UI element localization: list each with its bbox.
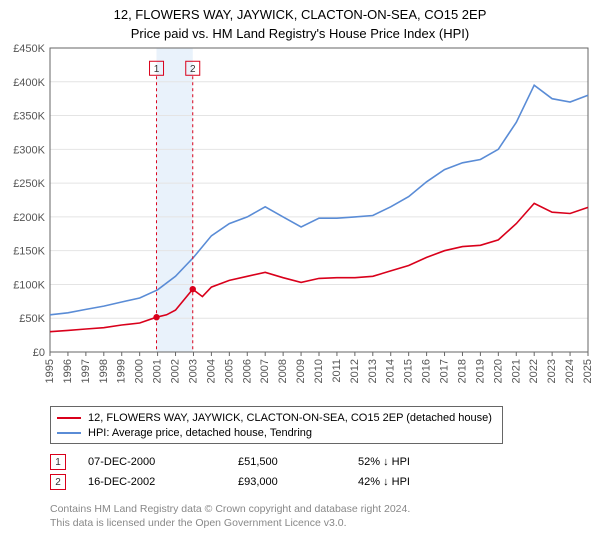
svg-text:2001: 2001 <box>152 359 164 383</box>
note-pct: 52% ↓ HPI <box>358 456 410 468</box>
svg-text:2019: 2019 <box>474 359 486 383</box>
svg-text:2009: 2009 <box>295 359 307 383</box>
svg-text:2006: 2006 <box>241 359 253 383</box>
svg-text:£300K: £300K <box>13 144 45 156</box>
svg-text:2015: 2015 <box>403 359 415 383</box>
svg-text:2021: 2021 <box>510 359 522 383</box>
svg-text:1995: 1995 <box>44 359 56 383</box>
legend-swatch <box>57 432 81 434</box>
svg-text:2014: 2014 <box>385 359 397 383</box>
svg-text:2010: 2010 <box>313 359 325 383</box>
svg-text:£100K: £100K <box>13 279 45 291</box>
svg-text:2011: 2011 <box>331 359 343 383</box>
svg-text:£400K: £400K <box>13 77 45 89</box>
svg-text:2022: 2022 <box>528 359 540 383</box>
note-pct: 42% ↓ HPI <box>358 476 410 488</box>
svg-text:1999: 1999 <box>116 359 128 383</box>
svg-text:2000: 2000 <box>134 359 146 383</box>
svg-text:2013: 2013 <box>367 359 379 383</box>
note-price: £51,500 <box>238 456 358 468</box>
svg-text:2017: 2017 <box>439 359 451 383</box>
chart-legend: 12, FLOWERS WAY, JAYWICK, CLACTON-ON-SEA… <box>50 406 503 444</box>
svg-text:2020: 2020 <box>492 359 504 383</box>
svg-text:£50K: £50K <box>19 313 45 325</box>
svg-text:2007: 2007 <box>259 359 271 383</box>
svg-text:£150K: £150K <box>13 246 45 258</box>
title-line-1: 12, FLOWERS WAY, JAYWICK, CLACTON-ON-SEA… <box>0 0 600 22</box>
copyright-line-1: Contains HM Land Registry data © Crown c… <box>50 502 410 516</box>
svg-text:£250K: £250K <box>13 178 45 190</box>
svg-text:£200K: £200K <box>13 212 45 224</box>
note-date: 16-DEC-2002 <box>88 476 238 488</box>
svg-text:£350K: £350K <box>13 111 45 123</box>
legend-row: 12, FLOWERS WAY, JAYWICK, CLACTON-ON-SEA… <box>57 410 492 425</box>
svg-text:2008: 2008 <box>277 359 289 383</box>
svg-text:2012: 2012 <box>349 359 361 383</box>
note-row: 1 07-DEC-2000£51,50052% ↓ HPI <box>50 452 410 472</box>
price-chart: £0 £50K £100K £150K £200K £250K £300K £350K £400… <box>0 44 600 406</box>
legend-row: HPI: Average price, detached house, Tend… <box>57 425 492 440</box>
svg-text:2004: 2004 <box>205 359 217 383</box>
svg-text:2: 2 <box>190 64 196 75</box>
note-num: 2 <box>50 474 66 490</box>
svg-text:2003: 2003 <box>187 359 199 383</box>
svg-text:2023: 2023 <box>546 359 558 383</box>
note-row: 2 16-DEC-2002£93,00042% ↓ HPI <box>50 472 410 492</box>
legend-label: HPI: Average price, detached house, Tend… <box>88 427 312 439</box>
chart-svg: £0 £50K £100K £150K £200K £250K £300K £350K £400… <box>0 44 600 406</box>
transaction-notes: 1 07-DEC-2000£51,50052% ↓ HPI 2 16-DEC-2002… <box>50 452 410 492</box>
svg-text:1: 1 <box>154 64 160 75</box>
legend-label: 12, FLOWERS WAY, JAYWICK, CLACTON-ON-SEA… <box>88 412 492 424</box>
copyright-line-2: This data is licensed under the Open Gov… <box>50 516 410 530</box>
note-num: 1 <box>50 454 66 470</box>
svg-text:2002: 2002 <box>170 359 182 383</box>
svg-text:2024: 2024 <box>564 359 576 383</box>
note-date: 07-DEC-2000 <box>88 456 238 468</box>
svg-text:2025: 2025 <box>582 359 594 383</box>
legend-swatch <box>57 417 81 419</box>
svg-text:2016: 2016 <box>421 359 433 383</box>
svg-text:1998: 1998 <box>98 359 110 383</box>
svg-text:1997: 1997 <box>80 359 92 383</box>
svg-text:2005: 2005 <box>223 359 235 383</box>
title-line-2: Price paid vs. HM Land Registry's House … <box>0 22 600 45</box>
svg-text:£450K: £450K <box>13 44 45 55</box>
svg-text:2018: 2018 <box>456 359 468 383</box>
copyright: Contains HM Land Registry data © Crown c… <box>50 502 410 530</box>
svg-text:£0: £0 <box>33 347 45 359</box>
svg-text:1996: 1996 <box>62 359 74 383</box>
note-price: £93,000 <box>238 476 358 488</box>
